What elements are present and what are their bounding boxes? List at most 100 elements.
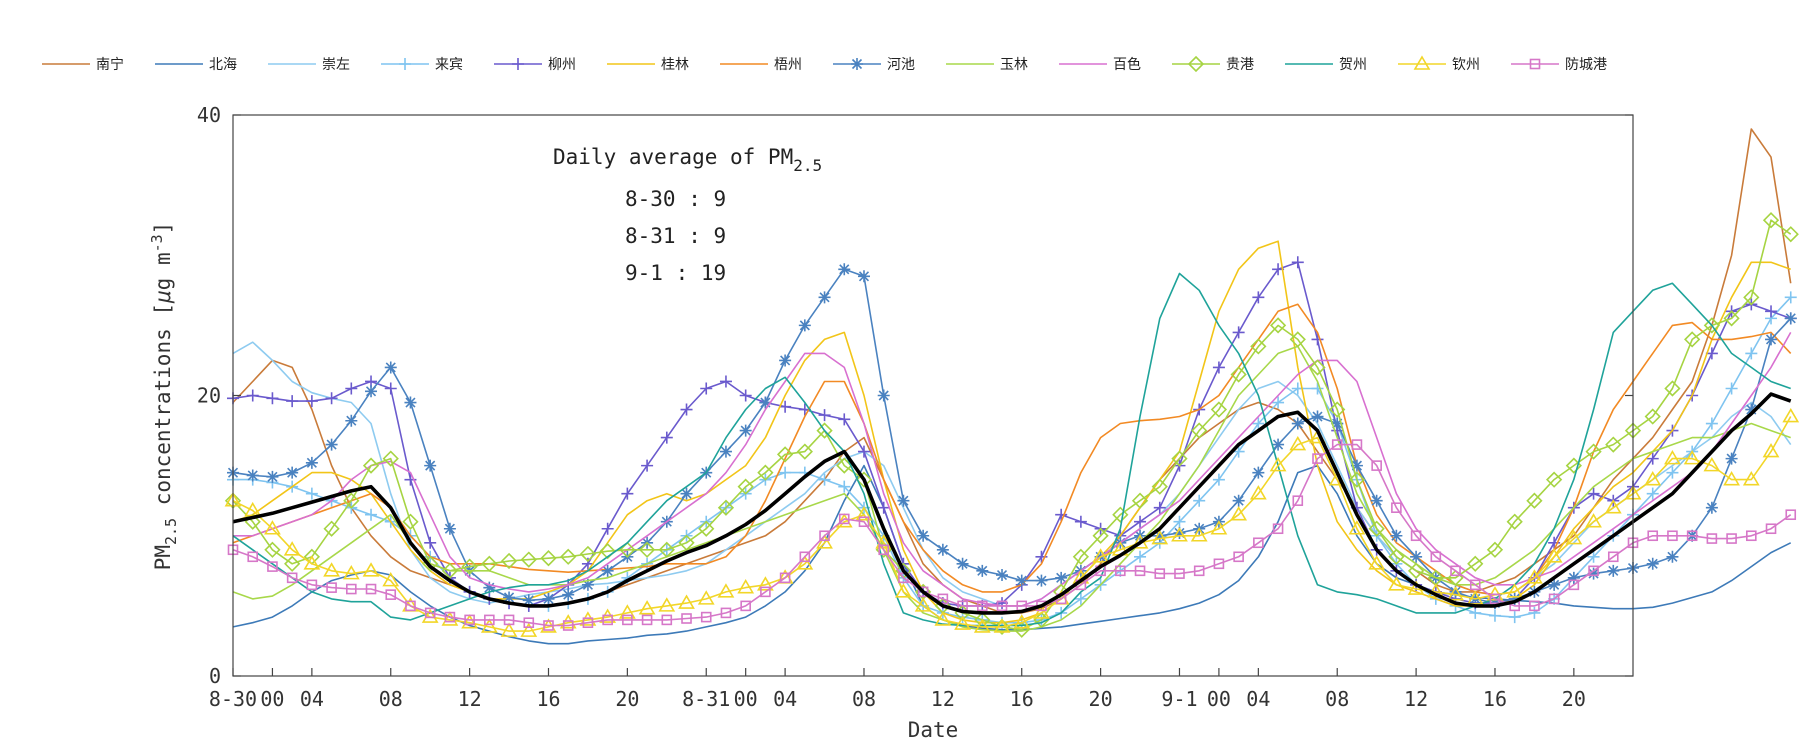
station-48971-marker [1646,452,1659,465]
station-3704-marker [1545,548,1563,563]
station-75475-marker [838,513,850,525]
station-3704-marker [1723,471,1740,486]
station-75475-marker [1193,565,1205,577]
station-44025-marker [1272,396,1285,409]
station-3704-marker [1703,457,1721,472]
station-48971-marker [857,445,870,458]
station-90381-marker [1350,459,1363,472]
station-3704-marker [757,576,774,591]
station-3704-marker [1033,604,1050,619]
station-90381-marker [1370,494,1383,507]
station-90381-marker [877,389,890,402]
station-3704-marker [638,600,656,615]
legend-label: 钦州 [1452,57,1480,73]
x-tick-label: 00 [260,687,284,711]
station-48826-marker [1585,443,1602,460]
station-75475-marker [720,607,732,619]
station-48826-marker [1388,548,1405,565]
station-48826-marker [1131,492,1149,509]
station-75475-marker [346,583,357,595]
station-3704-marker [1604,499,1622,514]
station-48826-marker [717,499,735,516]
station-90381-marker [779,354,792,367]
station-44025-marker [1646,487,1659,500]
legend-item-station-54551: 梧州 [720,57,802,73]
station-75475-line [232,443,1792,627]
station-48826-marker [1230,366,1247,383]
legend-item-station-48826: 贵港 [1172,55,1254,73]
station-75475-marker [1174,568,1185,579]
x-tick-label: 8-31 [682,687,730,711]
station-75475-marker [1489,593,1501,605]
daily-average-annotation: Daily average of PM2.5 8-30 : 9 8-31 : 9… [553,145,822,285]
station-48826-marker [1723,310,1740,327]
station-44025-marker [779,466,792,479]
station-90381-marker [562,588,575,601]
station-48971-marker [246,389,259,402]
x-tick-label: 08 [852,687,876,711]
station-75475-marker [444,611,456,623]
station-90381-marker [365,385,378,398]
station-48826-marker [1191,422,1208,439]
station-3704-marker [1289,435,1307,451]
station-48826-marker [343,492,360,509]
x-tick-label: 20 [1562,687,1586,711]
station-48826-marker [1151,478,1168,495]
station-48971-marker [286,395,299,408]
station-44025-marker [1232,445,1245,458]
station-75475-marker [1548,593,1560,605]
station-90381-marker [1508,592,1521,605]
station-48826-marker [579,545,597,563]
station-48971-marker [384,382,397,395]
station-3704-marker [618,604,636,619]
plot-frame [232,114,1634,677]
station-3704-marker [342,565,360,580]
station-44025-marker [1528,606,1541,619]
station-75475-marker [1391,502,1402,514]
station-48826-marker [1072,548,1090,565]
station-75475-marker [464,614,475,626]
station-48971-marker [305,395,318,408]
station-90381-marker [424,459,437,472]
station-48826-marker [1664,380,1681,397]
legend-item-station-62303: 崇左 [268,57,350,73]
x-tick-label: 04 [300,687,324,711]
station-3704-marker [1269,457,1287,472]
station-75475-marker [523,617,535,629]
station-90381-marker [680,487,693,500]
legend-item-station-73748: 百色 [1059,56,1141,73]
station-90381-marker [1607,564,1620,577]
legend-label: 贵港 [1226,57,1254,73]
station-90381-marker [1055,571,1068,584]
station-3704-marker [303,555,321,570]
legend-station-48971-marker [512,58,524,70]
station-75475-marker [661,614,673,626]
station-44025-marker [365,508,378,521]
x-tick-label: 12 [931,687,955,711]
station-75475-marker [1588,565,1599,577]
station-48826-marker [1506,513,1523,530]
legend-item-station-90381: 河池 [833,57,915,73]
station-3704-marker [1506,583,1524,598]
station-90381-marker [503,591,516,604]
station-48826-marker [284,555,301,572]
station-75475-marker [602,614,613,626]
annotation-line: 8-30 : 9 [625,187,726,211]
station-3704-marker [1368,555,1386,570]
station-48826-marker [1526,492,1543,509]
station-90381-marker [404,396,417,409]
station-3704-marker [1742,471,1760,486]
x-tick-label: 20 [615,687,639,711]
station-90381-marker [581,578,594,591]
station-48971-marker [660,431,673,444]
station-90381-marker [325,438,338,451]
station-48826-marker [1309,359,1326,376]
station-48971-marker [719,375,732,388]
x-tick-label: 00 [734,687,758,711]
station-90381-marker [483,581,496,594]
station-48826-marker [796,443,813,460]
station-48826-marker [1112,506,1129,523]
station-3704-marker [1644,471,1662,486]
annotation-title-sub: 2.5 [793,156,822,175]
